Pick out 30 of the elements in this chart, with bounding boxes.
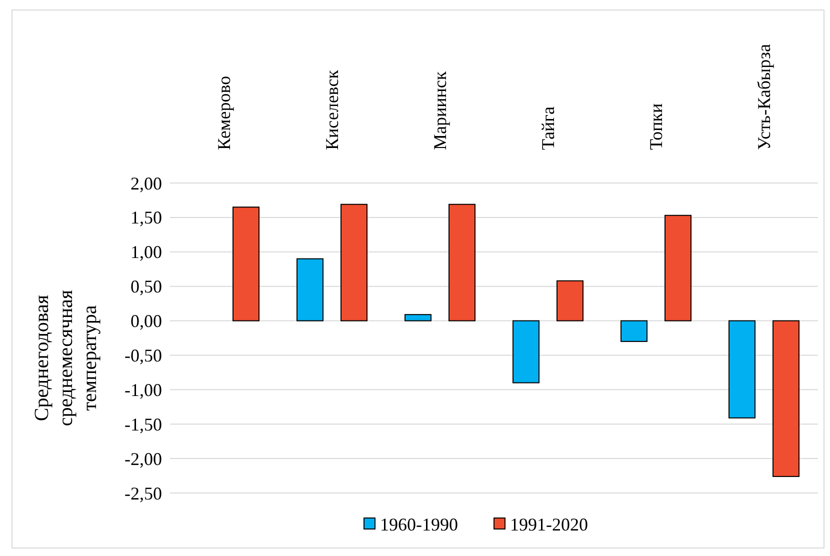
bar: [772, 320, 800, 477]
y-tick-label: -1,50: [124, 414, 162, 434]
x-tick-label: Кемерово: [214, 76, 234, 150]
x-tick-label: Мариинск: [430, 71, 450, 150]
x-tick-label: Усть-Кабырза: [754, 44, 774, 150]
bar: [620, 320, 648, 342]
y-tick-label: -1,00: [124, 380, 162, 400]
y-axis-title: Среднегодовая среднемесячная температура: [31, 290, 101, 426]
legend-label: 1991-2020: [510, 514, 588, 534]
y-tick-label: 1,00: [130, 242, 162, 262]
x-tick-label: Топки: [646, 102, 666, 150]
y-tick-label: 0,00: [130, 311, 162, 332]
legend-label: 1960-1990: [380, 514, 458, 534]
bar: [512, 320, 540, 384]
y-tick-label: 0,50: [130, 276, 162, 297]
y-tick-label: 2,00: [130, 173, 162, 194]
bar: [404, 314, 432, 322]
y-tick-label: -0,50: [124, 346, 162, 366]
bar: [340, 204, 368, 322]
bar: [728, 320, 756, 418]
y-tick-label: 1,50: [130, 208, 162, 228]
y-tick-label: -2,50: [124, 483, 162, 504]
x-tick-label: Киселевск: [322, 70, 342, 150]
bar: [556, 280, 584, 322]
bar: [232, 206, 260, 322]
bar: [664, 214, 692, 322]
bar: [448, 204, 476, 322]
bar: [296, 258, 324, 322]
x-tick-label: Тайга: [538, 106, 558, 150]
y-tick-label: -2,00: [124, 448, 162, 469]
